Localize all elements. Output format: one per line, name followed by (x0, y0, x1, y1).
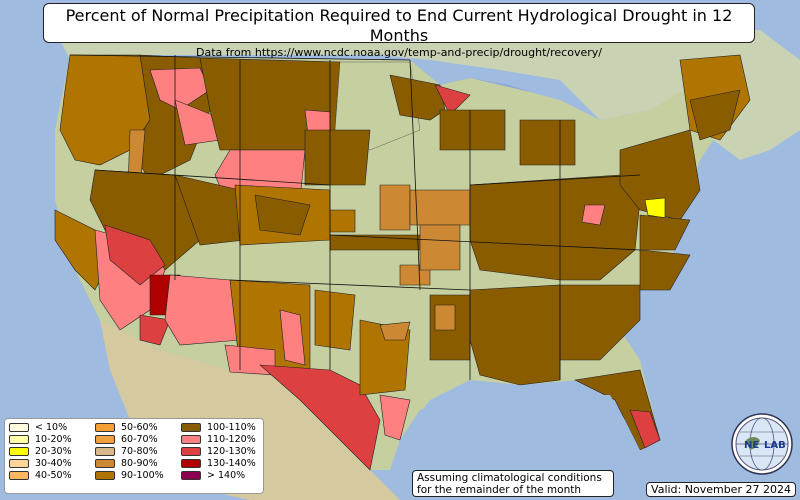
legend: < 10% 10-20% 20-30% 30-40% 40-50% 50-60%… (4, 418, 264, 494)
canada-land (60, 30, 800, 160)
legend-label: 80-90% (121, 458, 158, 469)
legend-swatch (95, 471, 115, 480)
legend-label: < 10% (35, 422, 68, 433)
legend-label: > 140% (207, 470, 246, 481)
legend-item: < 10% (9, 422, 72, 434)
legend-item: 10-20% (9, 434, 72, 446)
legend-item: 110-120% (181, 434, 256, 446)
assumption-note: Assuming climatological conditions for t… (412, 470, 614, 497)
legend-item: 60-70% (95, 434, 164, 446)
legend-label: 50-60% (121, 422, 158, 433)
legend-swatch (9, 459, 29, 468)
legend-column-1: < 10% 10-20% 20-30% 30-40% 40-50% (9, 422, 72, 482)
note-line-2: for the remainder of the month (417, 484, 582, 496)
map-title: Percent of Normal Precipitation Required… (65, 6, 733, 45)
legend-label: 70-80% (121, 446, 158, 457)
legend-label: 30-40% (35, 458, 72, 469)
legend-item: 50-60% (95, 422, 164, 434)
legend-label: 40-50% (35, 470, 72, 481)
legend-label: 60-70% (121, 434, 158, 445)
legend-item: 30-40% (9, 458, 72, 470)
legend-swatch (9, 435, 29, 444)
legend-item: 100-110% (181, 422, 256, 434)
legend-swatch (95, 435, 115, 444)
globe-logo-icon: NE LAB (731, 413, 793, 475)
legend-item: 20-30% (9, 446, 72, 458)
legend-item: 70-80% (95, 446, 164, 458)
legend-swatch (181, 435, 201, 444)
logo-text-left: NE (744, 440, 759, 451)
legend-swatch (95, 447, 115, 456)
valid-date: Valid: November 27 2024 (646, 482, 796, 497)
legend-swatch (9, 471, 29, 480)
legend-item: 80-90% (95, 458, 164, 470)
legend-column-2: 50-60% 60-70% 70-80% 80-90% 90-100% (95, 422, 164, 482)
legend-item: 120-130% (181, 446, 256, 458)
legend-item: > 140% (181, 470, 256, 482)
legend-swatch (181, 447, 201, 456)
legend-item: 130-140% (181, 458, 256, 470)
legend-label: 10-20% (35, 434, 72, 445)
legend-label: 20-30% (35, 446, 72, 457)
legend-swatch (181, 423, 201, 432)
legend-item: 90-100% (95, 470, 164, 482)
legend-swatch (181, 471, 201, 480)
legend-swatch (95, 459, 115, 468)
legend-label: 110-120% (207, 434, 256, 445)
legend-label: 130-140% (207, 458, 256, 469)
legend-swatch (95, 423, 115, 432)
legend-label: 100-110% (207, 422, 256, 433)
legend-swatch (9, 447, 29, 456)
legend-column-3: 100-110% 110-120% 120-130% 130-140% > 14… (181, 422, 256, 482)
map-subtitle: Data from https://www.ncdc.noaa.gov/temp… (196, 46, 602, 59)
logo-text-right: LAB (764, 440, 786, 451)
legend-label: 90-100% (121, 470, 164, 481)
legend-label: 120-130% (207, 446, 256, 457)
legend-item: 40-50% (9, 470, 72, 482)
note-line-1: Assuming climatological conditions (417, 472, 602, 484)
legend-swatch (9, 423, 29, 432)
legend-swatch (181, 459, 201, 468)
title-box: Percent of Normal Precipitation Required… (43, 3, 755, 59)
